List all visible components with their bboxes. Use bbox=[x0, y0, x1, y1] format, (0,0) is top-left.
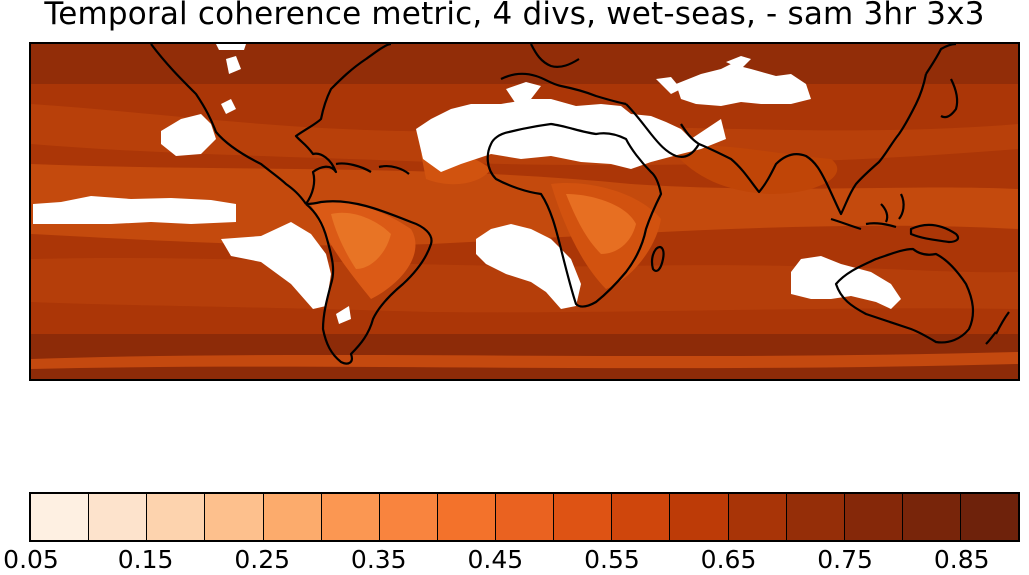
colorbar-segment bbox=[903, 494, 961, 540]
colorbar-tick-label: 0.55 bbox=[584, 545, 640, 574]
colorbar-segment bbox=[961, 494, 1018, 540]
colorbar-segment bbox=[264, 494, 322, 540]
map-title: Temporal coherence metric, 4 divs, wet-s… bbox=[0, 0, 1029, 32]
colorbar bbox=[29, 492, 1020, 542]
colorbar-segment bbox=[205, 494, 263, 540]
colorbar-segment bbox=[612, 494, 670, 540]
colorbar-segment bbox=[787, 494, 845, 540]
colorbar-segment bbox=[438, 494, 496, 540]
colorbar-tick-label: 0.65 bbox=[701, 545, 757, 574]
colorbar-segment bbox=[147, 494, 205, 540]
colorbar-tick-label: 0.75 bbox=[817, 545, 873, 574]
colorbar-segment bbox=[729, 494, 787, 540]
colorbar-tick-label: 0.15 bbox=[118, 545, 174, 574]
colorbar-segment bbox=[496, 494, 554, 540]
colorbar-segment bbox=[380, 494, 438, 540]
map-panel bbox=[29, 42, 1020, 381]
colorbar-tick-label: 0.05 bbox=[3, 545, 59, 574]
colorbar-segment bbox=[845, 494, 903, 540]
colorbar-segment bbox=[31, 494, 89, 540]
colorbar-tick-label: 0.45 bbox=[468, 545, 524, 574]
colorbar-tick-label: 0.25 bbox=[234, 545, 290, 574]
colorbar-tick-label: 0.35 bbox=[351, 545, 407, 574]
colorbar-segment bbox=[554, 494, 612, 540]
coherence-map bbox=[31, 44, 1018, 379]
colorbar-segment bbox=[89, 494, 147, 540]
colorbar-segment bbox=[670, 494, 728, 540]
colorbar-segment bbox=[322, 494, 380, 540]
colorbar-tick-label: 0.85 bbox=[934, 545, 990, 574]
